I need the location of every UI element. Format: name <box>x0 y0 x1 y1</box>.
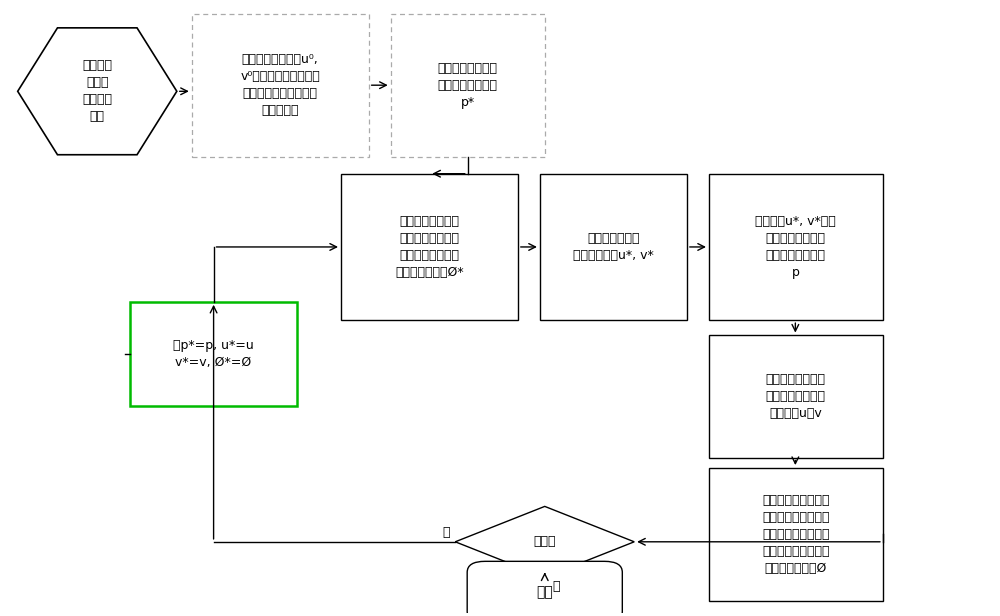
Text: 求解动量离散方
程，得到速度u*, v*: 求解动量离散方 程，得到速度u*, v* <box>573 232 654 262</box>
Bar <box>391 14 545 157</box>
Polygon shape <box>18 28 177 155</box>
Text: 根据修正后的压力
改进速度，得到修
正后速度u、v: 根据修正后的压力 改进速度，得到修 正后速度u、v <box>766 373 826 420</box>
Bar <box>540 174 687 320</box>
Text: 收敛否: 收敛否 <box>534 535 556 548</box>
Bar <box>130 302 297 406</box>
Text: 假设一个速度分布u⁰,
v⁰，用于计算首次迭代
时的动量离散方程的系
数和常数项: 假设一个速度分布u⁰, v⁰，用于计算首次迭代 时的动量离散方程的系 数和常数项 <box>240 54 320 118</box>
Bar <box>709 468 883 601</box>
Bar <box>192 14 369 157</box>
Text: 假设一个压力场，
即给定压力猜测值
p*: 假设一个压力场， 即给定压力猜测值 p* <box>438 62 498 109</box>
Polygon shape <box>455 506 634 577</box>
Text: 边界条件
设置完
毕，准备
计算: 边界条件 设置完 毕，准备 计算 <box>82 59 112 123</box>
FancyBboxPatch shape <box>467 561 622 616</box>
Text: 否: 否 <box>443 525 450 539</box>
Text: 令p*=p, u*=u
v*=v, Ø*=Ø: 令p*=p, u*=u v*=v, Ø*=Ø <box>173 339 254 369</box>
Text: 根据速度u*, v*，求
解压力修正方程，
得到修正后的压力
p: 根据速度u*, v*，求 解压力修正方程， 得到修正后的压力 p <box>755 215 836 279</box>
Text: 利用修正后的速度场
求解所有其他的离散
化输运方程，得到动
量离散方程等方程中
的系数和常数项Ø: 利用修正后的速度场 求解所有其他的离散 化输运方程，得到动 量离散方程等方程中 … <box>762 494 830 575</box>
Bar <box>709 336 883 458</box>
Text: 结束: 结束 <box>536 585 553 599</box>
Text: 根据当前速度场和
压力场，计算动量
离散方程等方程中
的系数和常数项Ø*: 根据当前速度场和 压力场，计算动量 离散方程等方程中 的系数和常数项Ø* <box>395 215 464 279</box>
Text: 是: 是 <box>553 580 560 593</box>
Bar <box>341 174 518 320</box>
Bar <box>709 174 883 320</box>
